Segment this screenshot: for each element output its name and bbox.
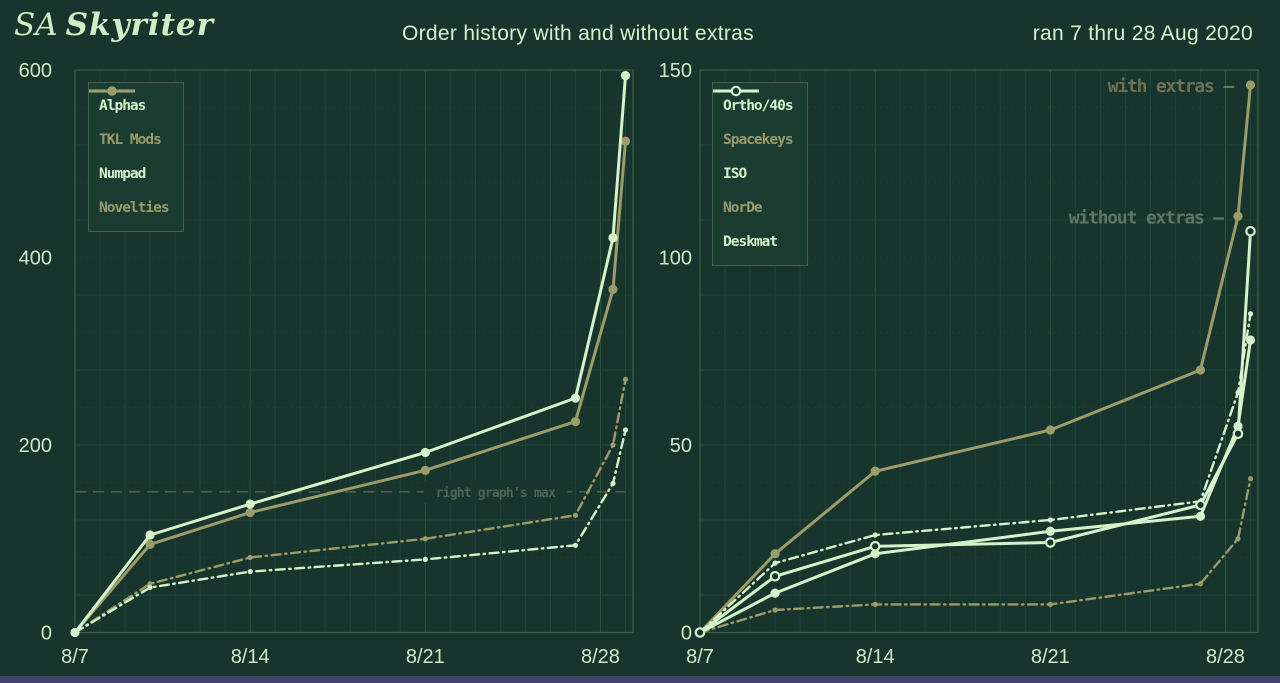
legend-item-iso: ISO — [713, 88, 793, 191]
left-chart-panel: right graph's max 0 200 400 600 8/7 8/14 8/21 8/… — [19, 60, 634, 668]
legend-label: Novelties — [99, 200, 170, 216]
x-tick-label-8-14: 8/14 — [231, 646, 270, 668]
page-title: Order history with and without extras — [402, 22, 754, 45]
reference-line: right graph's max — [75, 480, 633, 503]
y-tick-label-0: 0 — [41, 623, 52, 645]
series-novelties — [72, 376, 629, 636]
x-tick-label-8-14: 8/14 — [856, 646, 895, 668]
legend-label: NorDe — [723, 200, 763, 216]
app-logo: SA Skyriter — [14, 7, 214, 44]
y-tick-label-600: 600 — [19, 60, 52, 82]
series-numpad — [72, 427, 629, 636]
left-chart-legend: Alphas TKL Mods Numpad Novelties — [88, 82, 184, 232]
legend-item-deskmat: Deskmat — [713, 85, 793, 259]
y-tick-label-0: 0 — [681, 623, 692, 645]
legend-label: ISO — [723, 166, 747, 182]
x-tick-label-8-21: 8/21 — [1031, 646, 1070, 668]
legend-item-numpad: Numpad — [89, 88, 169, 191]
legend-line-sample-novelties — [89, 88, 135, 94]
y-tick-label-100: 100 — [659, 248, 692, 270]
logo-prefix: SA — [14, 7, 58, 43]
legend-line-sample-deskmat — [713, 85, 759, 97]
y-tick-label-400: 400 — [19, 248, 52, 270]
x-tick-label-8-21: 8/21 — [406, 646, 445, 668]
annotation-with-extras: with extras – — [1108, 76, 1235, 97]
legend-item-spacekeys: Spacekeys — [713, 86, 794, 157]
y-tick-label-150: 150 — [659, 60, 692, 82]
legend-label: Deskmat — [723, 234, 778, 250]
date-range-label: ran 7 thru 28 Aug 2020 — [1032, 22, 1253, 45]
y-tick-label-50: 50 — [670, 435, 692, 457]
right-chart-legend: Ortho/40s Spacekeys ISO NorDe Deskmat — [712, 82, 808, 266]
annotation-without-extras: without extras – — [1069, 207, 1225, 228]
legend-label: Alphas — [99, 98, 146, 114]
legend-item-tkl-mods: TKL Mods — [89, 86, 169, 157]
legend-label: Spacekeys — [723, 132, 794, 148]
x-tick-label-8-28: 8/28 — [581, 646, 620, 668]
legend-item-norde: NorDe — [713, 88, 793, 225]
footer-bar — [0, 676, 1280, 683]
plot-border — [699, 69, 1259, 634]
y-tick-label-200: 200 — [19, 435, 52, 457]
right-chart-panel: with extras – without extras – 0 50 100 150 8/… — [640, 0, 1280, 683]
legend-item-novelties: Novelties — [89, 88, 170, 225]
plot-border — [74, 69, 634, 634]
x-tick-label-8-7: 8/7 — [61, 646, 89, 668]
logo-name: Skyriter — [65, 7, 214, 43]
x-tick-label-8-28: 8/28 — [1206, 646, 1245, 668]
legend-label: Ortho/40s — [723, 98, 794, 114]
reference-line-label: right graph's max — [436, 486, 556, 501]
series-deskmat — [694, 225, 1256, 638]
legend-label: TKL Mods — [99, 132, 162, 148]
legend-label: Numpad — [99, 166, 146, 182]
x-tick-label-8-7: 8/7 — [686, 646, 714, 668]
